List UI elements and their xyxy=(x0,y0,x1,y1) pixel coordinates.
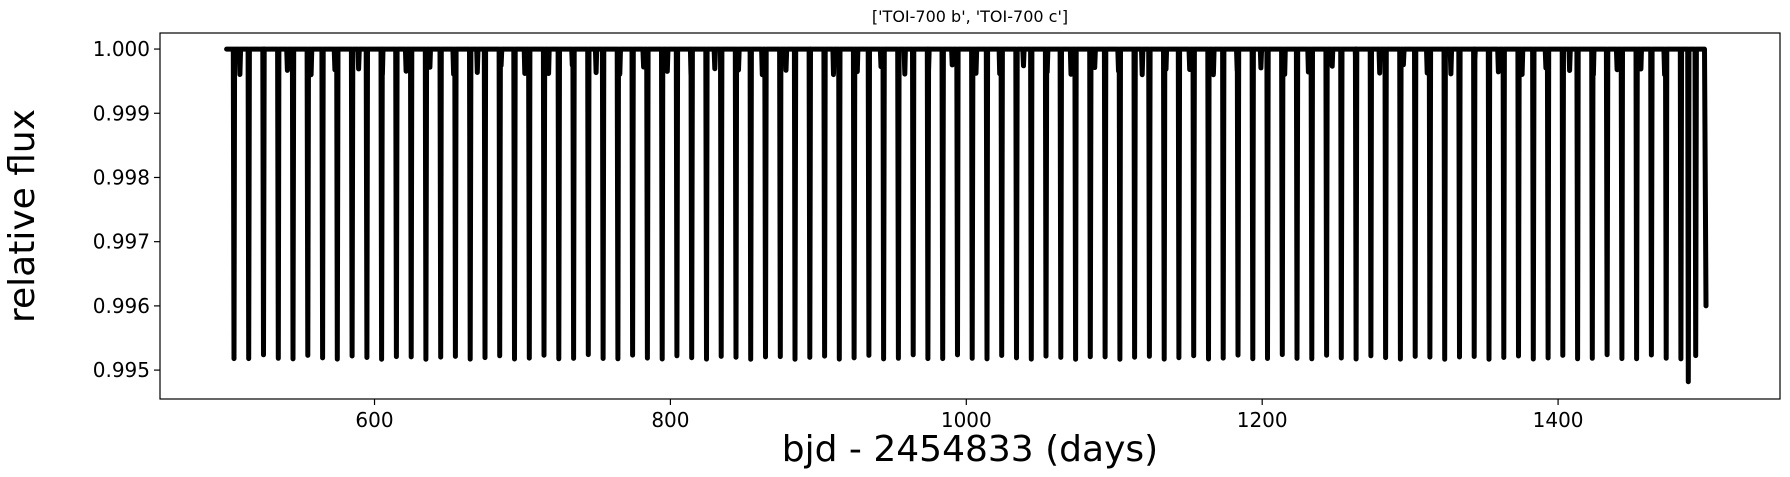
y-tick-label: 1.000 xyxy=(93,37,150,61)
x-axis: 600 800 1000 1200 1400 xyxy=(355,399,1584,432)
x-tick-label: 1200 xyxy=(1237,408,1288,432)
plot-frame xyxy=(159,32,1781,400)
y-axis-label: relative flux xyxy=(2,109,43,323)
x-tick-label: 1400 xyxy=(1533,408,1584,432)
plot-area xyxy=(224,46,1709,385)
x-tick-label: 1000 xyxy=(941,408,992,432)
y-axis: 0.995 0.996 0.997 0.998 0.999 1.000 xyxy=(93,37,160,382)
y-tick-label: 0.995 xyxy=(93,358,150,382)
y-tick-label: 0.998 xyxy=(93,165,150,189)
series-line-0 xyxy=(224,46,1709,385)
y-tick-label: 0.996 xyxy=(93,294,150,318)
x-axis-label: bjd - 2454833 (days) xyxy=(782,429,1158,470)
chart-title: ['TOI-700 b', 'TOI-700 c'] xyxy=(872,7,1068,26)
y-tick-label: 0.999 xyxy=(93,101,150,125)
x-tick-label: 600 xyxy=(355,408,393,432)
x-tick-label: 800 xyxy=(651,408,689,432)
y-tick-label: 0.997 xyxy=(93,230,150,254)
